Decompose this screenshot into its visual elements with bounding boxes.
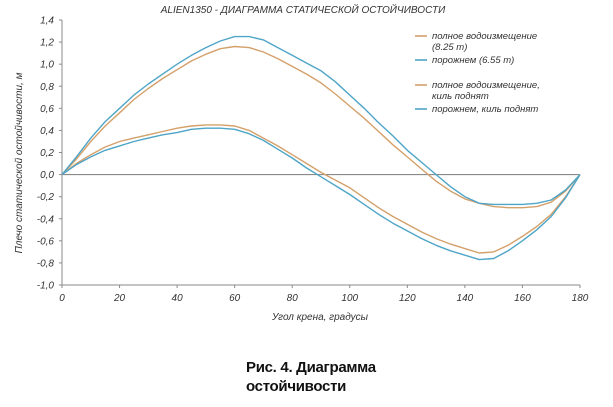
y-tick-label: 0,6 (40, 104, 54, 115)
figure-caption: Рис. 4. Диаграмма остойчивости (246, 358, 376, 396)
chart-title: ALIEN1350 - ДИАГРАММА СТАТИЧЕСКОЙ ОСТОЙЧ… (160, 3, 446, 16)
legend-label-2: порожнем (6.55 т) (432, 55, 514, 66)
axes (59, 19, 581, 288)
x-tick-label: 40 (172, 293, 184, 304)
y-tick-label: 0,2 (40, 148, 54, 159)
x-axis-title: Угол крена, градусы (271, 312, 369, 323)
y-tick-label: 0,0 (40, 170, 54, 181)
series-lines (61, 35, 581, 261)
x-tick-label: 100 (341, 293, 358, 304)
x-tick-label: 60 (229, 293, 241, 304)
y-tick-label: -0,4 (37, 214, 55, 225)
y-tick-label: 1,2 (40, 38, 54, 49)
y-tick-label: 0,8 (40, 82, 54, 93)
y-axis-title: Плечо статической остойчивости, м (14, 72, 25, 253)
x-tick-label: 180 (572, 293, 589, 304)
x-tick-label: 0 (59, 293, 65, 304)
y-tick-label: 1,0 (40, 60, 54, 71)
series-line-3 (61, 124, 581, 254)
x-tick-label: 140 (457, 293, 474, 304)
x-tick-label: 80 (287, 293, 299, 304)
caption-line-2: остойчивости (246, 378, 347, 395)
y-tick-label: -0,2 (37, 192, 55, 203)
caption-line-1: Рис. 4. Диаграмма (246, 359, 376, 376)
y-tick-label: 1,4 (40, 16, 54, 27)
x-tick-label: 20 (113, 293, 126, 304)
y-tick-label: -0,6 (37, 236, 55, 247)
y-tick-label: -0,8 (37, 258, 55, 269)
legend-label-3: киль поднят (432, 91, 489, 102)
legend-label-4: порожнем, киль поднят (432, 104, 538, 115)
series-line-4 (61, 127, 581, 261)
legend-label-3: полное водоизмещение, (432, 80, 540, 91)
x-tick-label: 160 (514, 293, 531, 304)
y-tick-label: 0,4 (40, 126, 54, 137)
legend: полное водоизмещение(8.25 т) порожнем (6.… (415, 31, 540, 115)
series-line-1 (61, 45, 581, 209)
tick-labels: -1,0 -0,8 -0,6 -0,4 -0,2 0,0 0,2 0,4 0,6 0,8 1,0 1,… (37, 16, 589, 305)
legend-label-1: полное водоизмещение (432, 31, 537, 42)
series-line-2 (61, 35, 581, 206)
x-tick-label: 120 (399, 293, 416, 304)
legend-label-1: (8.25 т) (432, 42, 467, 53)
y-tick-label: -1,0 (37, 281, 55, 292)
stability-chart: ALIEN1350 - ДИАГРАММА СТАТИЧЕСКОЙ ОСТОЙЧ… (14, 3, 589, 323)
